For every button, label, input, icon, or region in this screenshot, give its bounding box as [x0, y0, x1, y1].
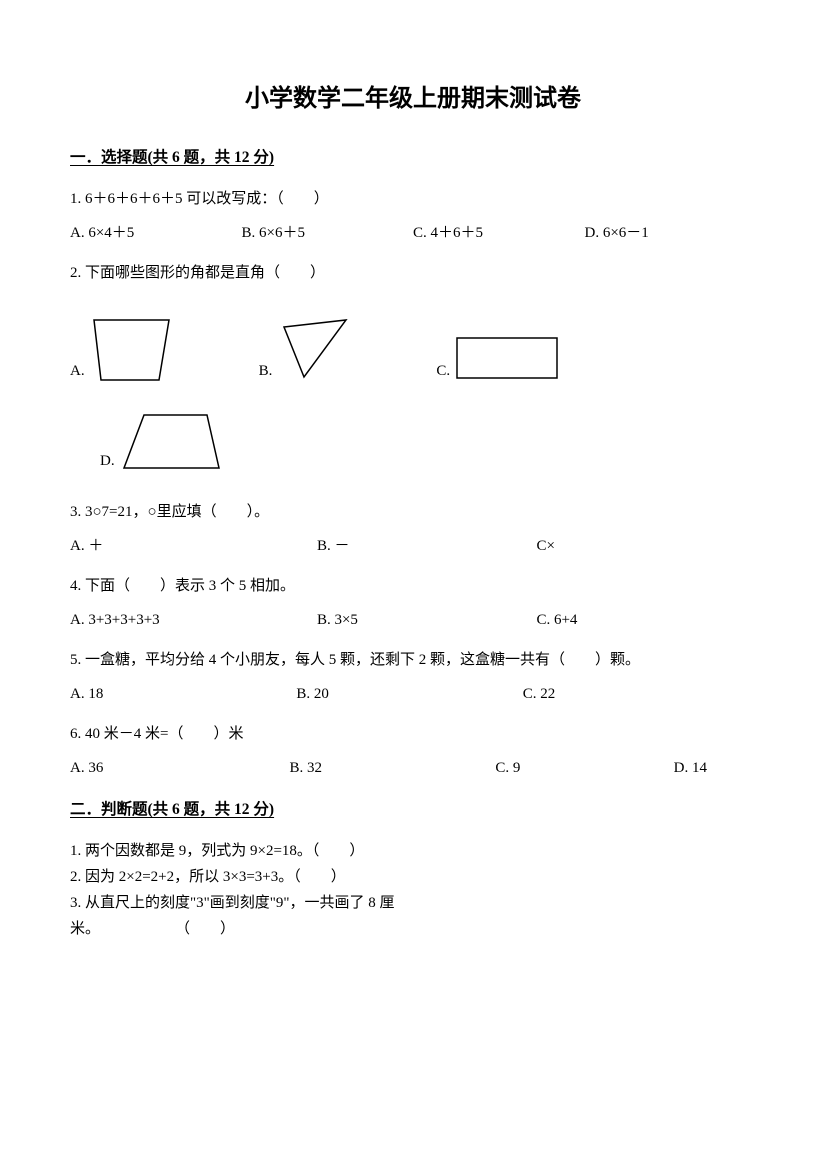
- q4-option-a: A. 3+3+3+3+3: [70, 608, 317, 632]
- q6-text: 6. 40 米－4 米=（ ）米: [70, 722, 756, 746]
- q6-options: A. 36 B. 32 C. 9 D. 14: [70, 756, 756, 780]
- q4-option-c: C. 6+4: [536, 608, 756, 632]
- triangle-icon: [276, 315, 356, 385]
- question-5: 5. 一盒糖，平均分给 4 个小朋友，每人 5 颗，还剩下 2 颗，这盒糖一共有…: [70, 648, 756, 706]
- q1-option-a: A. 6×4＋5: [70, 221, 242, 245]
- s2-q2: 2. 因为 2×2=2+2，所以 3×3=3+3。（ ）: [70, 865, 756, 889]
- q2-label-b: B.: [259, 359, 273, 385]
- q2-shape-a: A.: [70, 315, 179, 385]
- q3-option-b: B. －: [317, 534, 537, 558]
- question-1: 1. 6＋6＋6＋6＋5 可以改写成：（ ） A. 6×4＋5 B. 6×6＋5…: [70, 187, 756, 245]
- trapezoid-icon: [89, 315, 179, 385]
- q2-text: 2. 下面哪些图形的角都是直角（ ）: [70, 261, 756, 285]
- q2-label-a: A.: [70, 359, 85, 385]
- s2-q3a: 3. 从直尺上的刻度"3"画到刻度"9"，一共画了 8 厘: [70, 891, 756, 915]
- q1-option-b: B. 6×6＋5: [242, 221, 414, 245]
- q4-option-b: B. 3×5: [317, 608, 537, 632]
- q3-text: 3. 3○7=21，○里应填（ ）。: [70, 500, 756, 524]
- exam-title: 小学数学二年级上册期末测试卷: [70, 80, 756, 118]
- q2-label-d: D.: [100, 449, 115, 475]
- q2-shapes-row1: A. B. C.: [70, 315, 756, 385]
- s2-q3b: 米。 （ ）: [70, 917, 756, 941]
- q2-label-c: C.: [436, 359, 450, 385]
- question-6: 6. 40 米－4 米=（ ）米 A. 36 B. 32 C. 9 D. 14: [70, 722, 756, 780]
- section2-questions: 1. 两个因数都是 9，列式为 9×2=18。（ ） 2. 因为 2×2=2+2…: [70, 839, 756, 941]
- question-2: 2. 下面哪些图形的角都是直角（ ） A. B. C. D.: [70, 261, 756, 475]
- q6-option-d: D. 14: [674, 756, 756, 780]
- q5-options: A. 18 B. 20 C. 22: [70, 682, 756, 706]
- q2-shape-b: B.: [259, 315, 357, 385]
- q6-option-c: C. 9: [495, 756, 673, 780]
- q3-option-c: C×: [536, 534, 756, 558]
- q1-options: A. 6×4＋5 B. 6×6＋5 C. 4＋6＋5 D. 6×6－1: [70, 221, 756, 245]
- q1-option-c: C. 4＋6＋5: [413, 221, 585, 245]
- rectangle-icon: [454, 335, 564, 385]
- quadrilateral-icon: [119, 410, 229, 475]
- section-2-header: 二．判断题(共 6 题，共 12 分): [70, 798, 756, 823]
- q5-option-c: C. 22: [523, 682, 749, 706]
- s2-q1: 1. 两个因数都是 9，列式为 9×2=18。（ ）: [70, 839, 756, 863]
- q3-option-a: A. ＋: [70, 534, 317, 558]
- q2-shape-d: D.: [100, 410, 756, 475]
- q1-option-d: D. 6×6－1: [585, 221, 757, 245]
- q6-option-a: A. 36: [70, 756, 290, 780]
- q4-text: 4. 下面（ ）表示 3 个 5 相加。: [70, 574, 756, 598]
- q5-option-b: B. 20: [296, 682, 522, 706]
- question-3: 3. 3○7=21，○里应填（ ）。 A. ＋ B. － C×: [70, 500, 756, 558]
- section-1-header: 一．选择题(共 6 题，共 12 分): [70, 146, 756, 171]
- q6-option-b: B. 32: [290, 756, 496, 780]
- q1-text: 1. 6＋6＋6＋6＋5 可以改写成：（ ）: [70, 187, 756, 211]
- question-4: 4. 下面（ ）表示 3 个 5 相加。 A. 3+3+3+3+3 B. 3×5…: [70, 574, 756, 632]
- q4-options: A. 3+3+3+3+3 B. 3×5 C. 6+4: [70, 608, 756, 632]
- q3-options: A. ＋ B. － C×: [70, 534, 756, 558]
- q5-text: 5. 一盒糖，平均分给 4 个小朋友，每人 5 颗，还剩下 2 颗，这盒糖一共有…: [70, 648, 756, 672]
- q5-option-a: A. 18: [70, 682, 296, 706]
- q2-shape-c: C.: [436, 335, 564, 385]
